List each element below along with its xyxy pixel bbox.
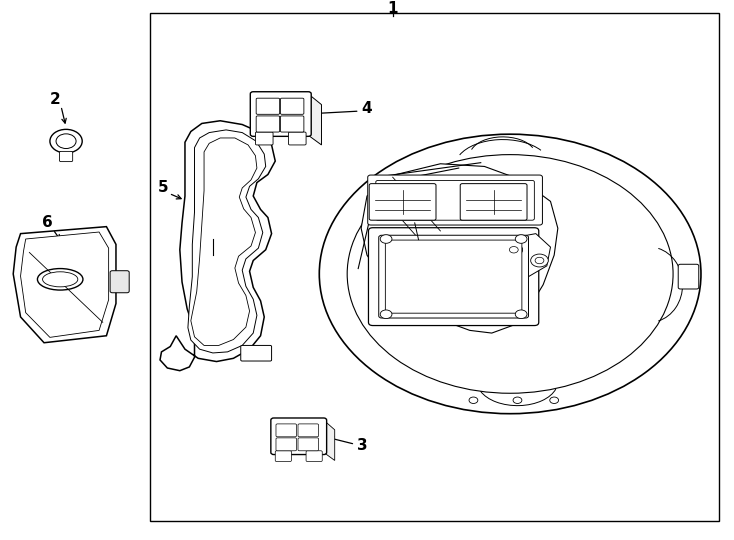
FancyBboxPatch shape (298, 424, 319, 437)
Circle shape (515, 310, 527, 319)
Polygon shape (160, 121, 275, 370)
Circle shape (380, 310, 392, 319)
Bar (150, 14, 719, 521)
FancyBboxPatch shape (256, 98, 280, 114)
Text: 5: 5 (158, 180, 168, 195)
Text: 1: 1 (388, 2, 398, 16)
FancyBboxPatch shape (460, 184, 527, 220)
Text: 4: 4 (362, 102, 372, 117)
Ellipse shape (43, 272, 78, 287)
FancyBboxPatch shape (280, 98, 304, 114)
Circle shape (347, 154, 673, 393)
Circle shape (535, 257, 544, 264)
Circle shape (50, 130, 82, 153)
Text: 6: 6 (43, 215, 53, 231)
Circle shape (515, 235, 527, 244)
Circle shape (56, 134, 76, 148)
Circle shape (513, 397, 522, 403)
FancyBboxPatch shape (280, 116, 304, 132)
Polygon shape (188, 130, 266, 353)
Polygon shape (13, 227, 116, 343)
FancyBboxPatch shape (385, 240, 522, 313)
Text: 3: 3 (357, 438, 367, 454)
FancyBboxPatch shape (376, 180, 534, 220)
FancyBboxPatch shape (379, 235, 528, 318)
FancyBboxPatch shape (407, 245, 426, 264)
FancyBboxPatch shape (306, 451, 322, 462)
Polygon shape (191, 138, 257, 346)
Circle shape (380, 235, 392, 244)
FancyBboxPatch shape (275, 451, 291, 462)
FancyBboxPatch shape (678, 264, 699, 289)
Polygon shape (324, 420, 335, 461)
FancyBboxPatch shape (369, 184, 436, 220)
FancyBboxPatch shape (276, 424, 297, 437)
FancyBboxPatch shape (288, 132, 306, 145)
FancyBboxPatch shape (241, 346, 272, 361)
FancyBboxPatch shape (256, 116, 280, 132)
FancyBboxPatch shape (250, 92, 311, 136)
Polygon shape (21, 232, 109, 338)
Polygon shape (361, 164, 558, 333)
Circle shape (509, 247, 518, 253)
FancyBboxPatch shape (59, 151, 73, 161)
FancyBboxPatch shape (276, 438, 297, 451)
Ellipse shape (37, 268, 83, 290)
FancyBboxPatch shape (110, 271, 129, 293)
Circle shape (531, 254, 548, 267)
FancyBboxPatch shape (298, 438, 319, 451)
FancyBboxPatch shape (368, 175, 542, 225)
FancyBboxPatch shape (255, 132, 273, 145)
Text: 2: 2 (50, 92, 60, 107)
Circle shape (469, 397, 478, 403)
FancyBboxPatch shape (368, 228, 539, 326)
FancyBboxPatch shape (271, 418, 327, 455)
Circle shape (319, 134, 701, 414)
Polygon shape (308, 94, 321, 145)
Circle shape (550, 397, 559, 403)
Circle shape (505, 244, 523, 256)
Polygon shape (499, 234, 550, 276)
